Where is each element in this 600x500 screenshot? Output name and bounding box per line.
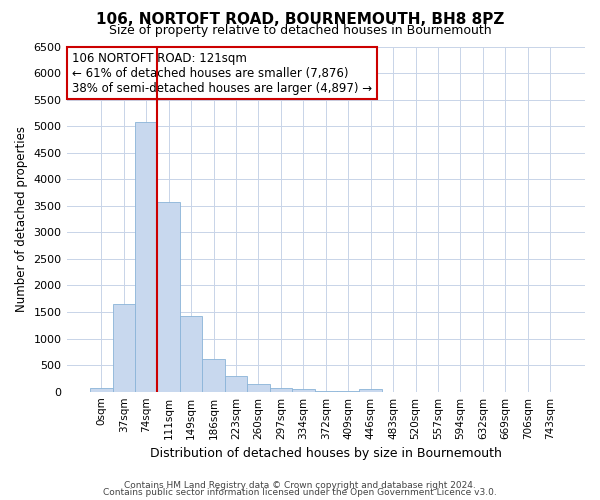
Bar [157, 202, 180, 392]
Bar [135, 122, 157, 392]
Bar [292, 389, 314, 392]
Bar [90, 388, 113, 392]
Bar [225, 376, 247, 392]
Text: Contains HM Land Registry data © Crown copyright and database right 2024.: Contains HM Land Registry data © Crown c… [124, 480, 476, 490]
Bar [180, 316, 202, 392]
Bar [314, 391, 337, 392]
Bar [247, 384, 269, 392]
Bar [359, 389, 382, 392]
Text: Size of property relative to detached houses in Bournemouth: Size of property relative to detached ho… [109, 24, 491, 37]
Text: 106 NORTOFT ROAD: 121sqm
← 61% of detached houses are smaller (7,876)
38% of sem: 106 NORTOFT ROAD: 121sqm ← 61% of detach… [72, 52, 372, 94]
Text: 106, NORTOFT ROAD, BOURNEMOUTH, BH8 8PZ: 106, NORTOFT ROAD, BOURNEMOUTH, BH8 8PZ [96, 12, 504, 28]
Bar [113, 304, 135, 392]
Bar [269, 388, 292, 392]
Text: Contains public sector information licensed under the Open Government Licence v3: Contains public sector information licen… [103, 488, 497, 497]
X-axis label: Distribution of detached houses by size in Bournemouth: Distribution of detached houses by size … [150, 447, 502, 460]
Y-axis label: Number of detached properties: Number of detached properties [15, 126, 28, 312]
Bar [202, 360, 225, 392]
